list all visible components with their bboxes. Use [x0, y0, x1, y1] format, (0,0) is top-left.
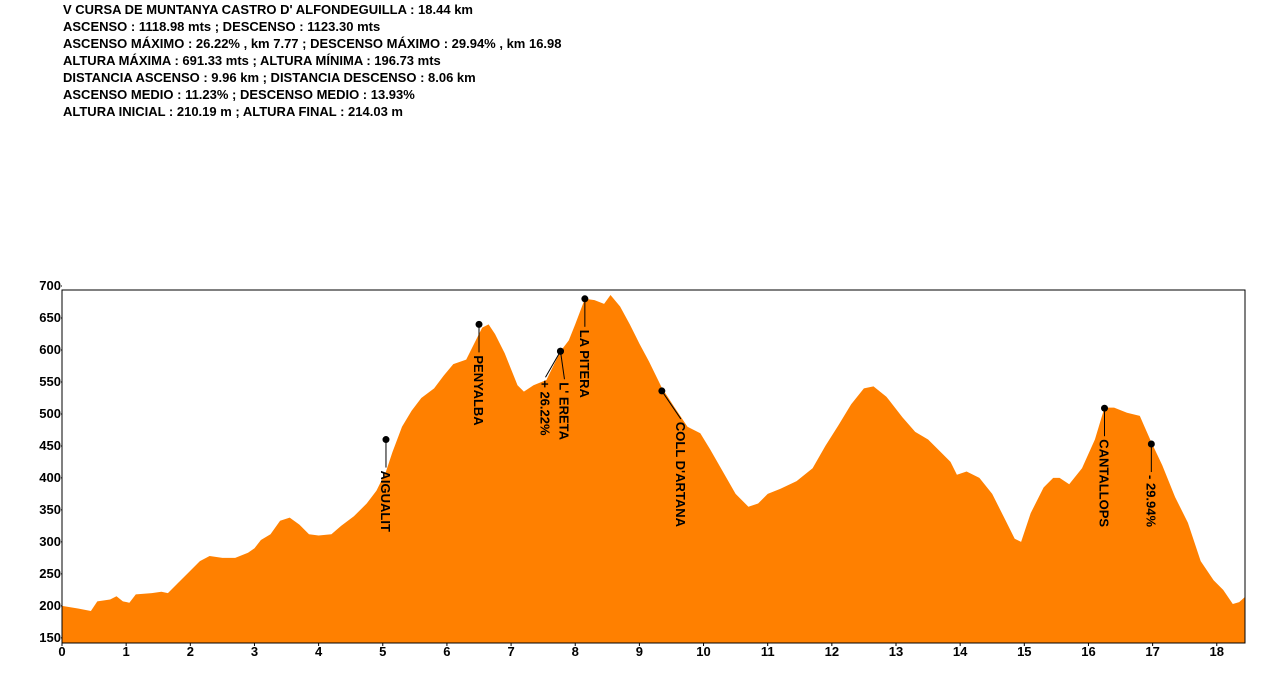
annotation-label: CANTALLOPS [1097, 439, 1112, 527]
annotation-point [556, 347, 564, 355]
x-tick-label: 5 [379, 644, 386, 659]
x-tick-label: 6 [443, 644, 450, 659]
annotation-point [1147, 440, 1155, 448]
x-tick-label: 3 [251, 644, 258, 659]
y-tick-label: 300 [39, 534, 61, 549]
annotation-label: AIGUALIT [378, 471, 393, 532]
y-tick-label: 650 [39, 310, 61, 325]
y-tick-label: 550 [39, 374, 61, 389]
x-tick-label: 14 [953, 644, 968, 659]
y-tick-label: 400 [39, 470, 61, 485]
y-tick-label: 350 [39, 502, 61, 517]
header-line: ALTURA INICIAL : 210.19 m ; ALTURA FINAL… [63, 104, 403, 119]
leader-line [559, 351, 565, 380]
x-tick-label: 7 [507, 644, 514, 659]
annotation-point [581, 295, 589, 303]
x-tick-label: 11 [761, 644, 775, 659]
leader-line [661, 390, 682, 420]
header-line: ASCENSO MÁXIMO : 26.22% , km 7.77 ; DESC… [63, 36, 562, 51]
plot-border [61, 289, 1246, 644]
x-tick-label: 1 [123, 644, 130, 659]
x-tick-label: 9 [636, 644, 643, 659]
x-tick-label: 2 [187, 644, 194, 659]
y-tick-label: 150 [39, 630, 61, 645]
annotation-label: COLL D'ARTANA [673, 422, 688, 528]
annotation-point [475, 320, 483, 328]
leader-line [545, 351, 561, 378]
y-tick-label: 250 [39, 566, 61, 581]
x-tick-label: 12 [825, 644, 839, 659]
annotation-label: LA PITERA [577, 330, 592, 399]
header-line: ALTURA MÁXIMA : 691.33 mts ; ALTURA MÍNI… [63, 53, 441, 68]
annotation-label: PENYALBA [471, 355, 486, 426]
y-tick-label: 500 [39, 406, 61, 421]
x-tick-label: 15 [1017, 644, 1031, 659]
annotation-point [1101, 404, 1109, 412]
x-tick-label: 17 [1145, 644, 1159, 659]
y-tick-label: 450 [39, 438, 61, 453]
x-tick-label: 13 [889, 644, 903, 659]
annotation-point [382, 436, 390, 444]
annotation-label: + 26.22% [537, 380, 552, 436]
y-tick-label: 200 [39, 598, 61, 613]
header-line: ASCENSO MEDIO : 11.23% ; DESCENSO MEDIO … [63, 87, 415, 102]
x-tick-label: 16 [1081, 644, 1095, 659]
header-line: V CURSA DE MUNTANYA CASTRO D' ALFONDEGUI… [63, 2, 473, 17]
y-tick-label: 700 [39, 278, 61, 293]
header-line: DISTANCIA ASCENSO : 9.96 km ; DISTANCIA … [63, 70, 476, 85]
annotation-label: - 29.94% [1143, 475, 1158, 527]
annotation-point [658, 387, 666, 395]
x-tick-label: 18 [1210, 644, 1224, 659]
x-tick-label: 8 [572, 644, 579, 659]
elevation-area [62, 295, 1245, 643]
x-tick-label: 10 [696, 644, 710, 659]
header-line: ASCENSO : 1118.98 mts ; DESCENSO : 1123.… [63, 19, 380, 34]
y-tick-label: 600 [39, 342, 61, 357]
x-tick-label: 4 [315, 644, 323, 659]
x-tick-label: 0 [58, 644, 65, 659]
annotation-label: L' ERETA [556, 382, 571, 440]
